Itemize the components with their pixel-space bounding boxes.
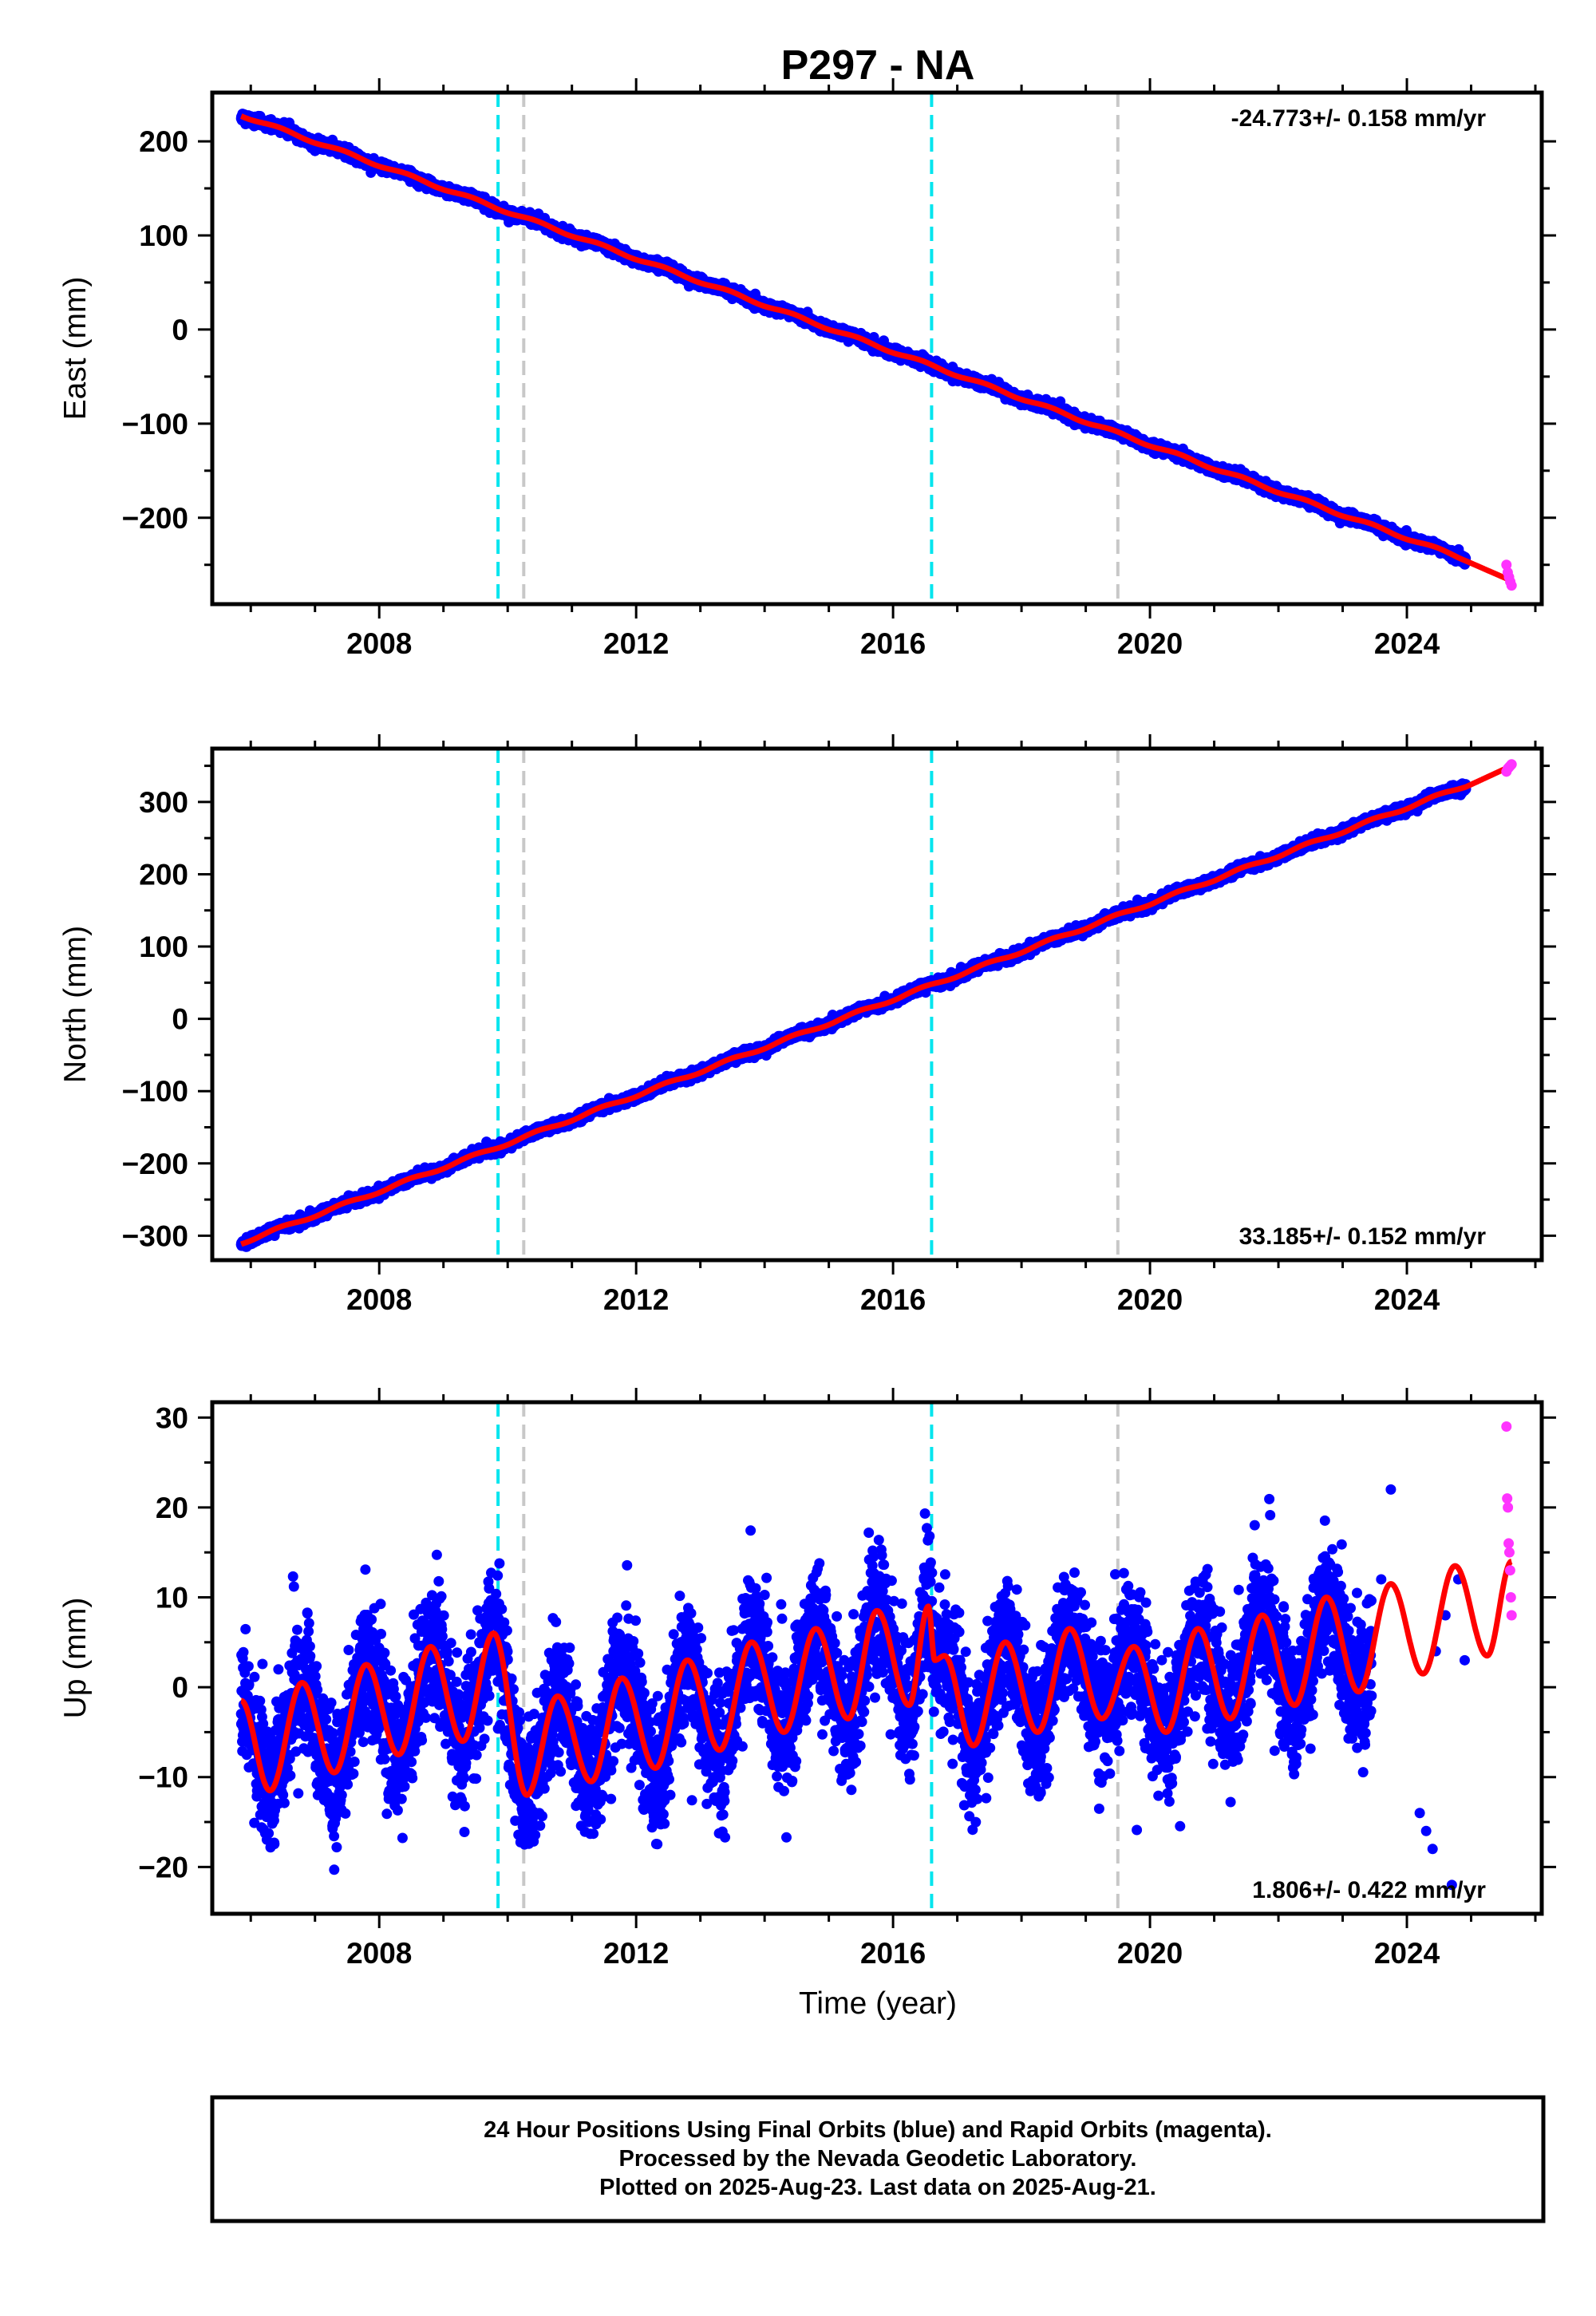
east-panel: 2008 2012 2016 2020 2024−200−1000100200East … [58, 78, 1556, 660]
east-plot-area [235, 93, 1517, 604]
figure-title: P297 - NA [781, 42, 975, 89]
